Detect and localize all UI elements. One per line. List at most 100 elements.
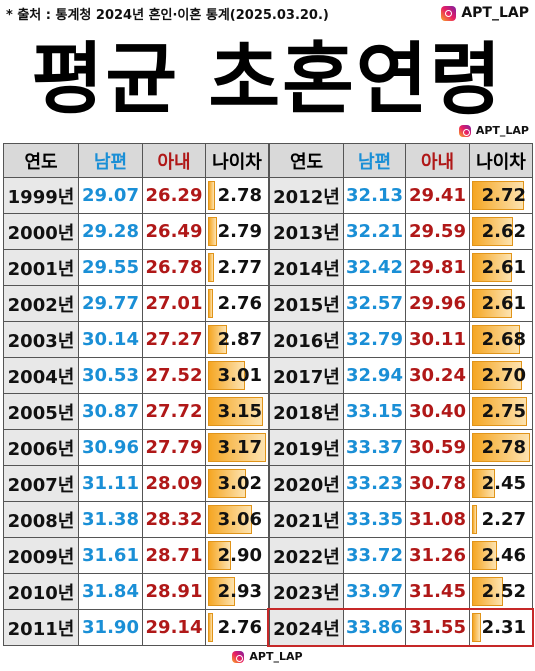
- year-cell: 2014년: [269, 249, 344, 286]
- age-gap-text: 2.61: [481, 293, 526, 314]
- husband-age: 32.13: [343, 177, 406, 214]
- age-gap: 2.93: [205, 573, 269, 610]
- wife-age: 27.01: [142, 285, 206, 322]
- year-cell: 1999년: [3, 177, 79, 214]
- year-cell: 2002년: [3, 285, 79, 322]
- data-bar: [472, 289, 513, 318]
- data-bar: [208, 253, 214, 282]
- data-bar: [208, 361, 246, 390]
- year-cell: 2010년: [3, 573, 79, 610]
- age-gap: 2.75: [469, 393, 533, 430]
- age-gap: 2.90: [205, 537, 269, 574]
- column-header: 남편: [343, 143, 406, 178]
- husband-age: 31.61: [78, 537, 143, 574]
- husband-age: 33.72: [343, 537, 406, 574]
- age-gap-text: 3.01: [217, 365, 262, 386]
- logo-text: APT_LAP: [249, 650, 303, 663]
- year-cell: 2006년: [3, 429, 79, 466]
- year-cell: 2022년: [269, 537, 344, 574]
- age-gap-text: 2.78: [481, 437, 526, 458]
- year-cell: 2021년: [269, 501, 344, 538]
- age-gap: 2.52: [469, 573, 533, 610]
- year-cell: 2008년: [3, 501, 79, 538]
- age-gap: 2.72: [469, 177, 533, 214]
- husband-age: 30.53: [78, 357, 143, 394]
- age-gap-text: 2.90: [217, 545, 262, 566]
- age-gap-text: 2.75: [481, 401, 526, 422]
- year-cell: 2007년: [3, 465, 79, 502]
- year-cell: 2013년: [269, 213, 344, 250]
- column-header: 연도: [269, 143, 344, 178]
- data-bar: [472, 505, 477, 534]
- age-gap-text: 2.70: [481, 365, 526, 386]
- year-cell: 2019년: [269, 429, 344, 466]
- age-gap-text: 2.78: [217, 185, 262, 206]
- data-bar: [472, 361, 522, 390]
- husband-age: 29.28: [78, 213, 143, 250]
- wife-age: 28.91: [142, 573, 206, 610]
- data-bar: [472, 253, 513, 282]
- age-gap-text: 2.31: [481, 617, 526, 638]
- age-gap: 2.46: [469, 537, 533, 574]
- age-gap: 2.78: [469, 429, 533, 466]
- wife-age: 29.59: [405, 213, 470, 250]
- wife-age: 26.29: [142, 177, 206, 214]
- year-cell: 2005년: [3, 393, 79, 430]
- husband-age: 33.97: [343, 573, 406, 610]
- age-gap: 3.06: [205, 501, 269, 538]
- husband-age: 30.96: [78, 429, 143, 466]
- data-bar: [472, 613, 481, 642]
- age-gap-text: 2.27: [481, 509, 526, 530]
- husband-age: 29.77: [78, 285, 143, 322]
- husband-age: 31.90: [78, 609, 143, 646]
- data-bar: [208, 433, 266, 462]
- data-bar: [472, 433, 530, 462]
- husband-age: 32.57: [343, 285, 406, 322]
- age-gap: 2.87: [205, 321, 269, 358]
- age-gap-text: 2.68: [481, 329, 526, 350]
- age-gap-text: 2.87: [217, 329, 262, 350]
- age-gap: 3.15: [205, 393, 269, 430]
- age-gap-text: 2.45: [481, 473, 526, 494]
- age-gap-text: 2.76: [217, 293, 262, 314]
- year-cell: 2018년: [269, 393, 344, 430]
- husband-age: 30.87: [78, 393, 143, 430]
- data-bar: [208, 325, 227, 354]
- wife-age: 31.55: [405, 609, 470, 646]
- data-bar: [208, 613, 213, 642]
- data-bar: [472, 541, 497, 570]
- husband-age: 33.35: [343, 501, 406, 538]
- data-bar: [472, 397, 527, 426]
- year-cell: 2011년: [3, 609, 79, 646]
- husband-age: 29.07: [78, 177, 143, 214]
- wife-age: 27.27: [142, 321, 206, 358]
- husband-age: 29.55: [78, 249, 143, 286]
- wife-age: 30.78: [405, 465, 470, 502]
- husband-age: 31.11: [78, 465, 143, 502]
- age-gap: 3.01: [205, 357, 269, 394]
- age-gap-text: 2.46: [481, 545, 526, 566]
- age-gap-text: 2.76: [217, 617, 262, 638]
- husband-age: 33.86: [343, 609, 406, 646]
- year-cell: 2023년: [269, 573, 344, 610]
- year-cell: 2017년: [269, 357, 344, 394]
- age-gap: 2.62: [469, 213, 533, 250]
- age-gap: 2.61: [469, 285, 533, 322]
- wife-age: 29.14: [142, 609, 206, 646]
- age-gap: 2.78: [205, 177, 269, 214]
- data-bar: [472, 217, 514, 246]
- age-gap-text: 2.61: [481, 257, 526, 278]
- title: 평균 초혼연령: [31, 35, 504, 125]
- husband-age: 32.79: [343, 321, 406, 358]
- column-header: 연도: [3, 143, 79, 178]
- logo-text: APT_LAP: [475, 124, 529, 137]
- age-gap-text: 2.77: [217, 257, 262, 278]
- wife-age: 31.08: [405, 501, 470, 538]
- age-gap: 2.31: [469, 609, 533, 646]
- age-gap: 2.45: [469, 465, 533, 502]
- age-gap-text: 2.62: [481, 221, 526, 242]
- wife-age: 30.40: [405, 393, 470, 430]
- wife-age: 29.41: [405, 177, 470, 214]
- source-note: * 출처 : 통계청 2024년 혼인·이혼 통계(2025.03.20.): [6, 8, 329, 23]
- husband-age: 33.15: [343, 393, 406, 430]
